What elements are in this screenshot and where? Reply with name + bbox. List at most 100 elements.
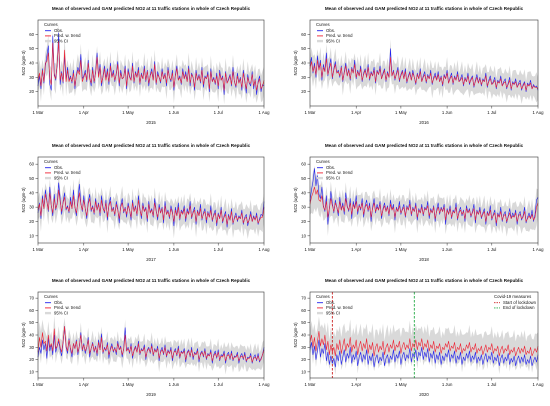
y-tick-label: 40 [301,333,306,338]
legend-entry: 95% CI [326,38,340,43]
y-tick-label: 60 [29,32,34,37]
pred-series-line [37,41,265,91]
legend-entry: Obs. [326,300,335,305]
x-tick-label: 1 Jul [487,247,496,252]
legend-title: Curves [44,22,58,27]
x-tick-label: 1 Jun [442,382,453,387]
chart-title: Mean of observed and GAM predicted NO2 a… [52,6,251,11]
chart-panel-2015: Mean of observed and GAM predicted NO2 a… [21,6,270,125]
x-tick-label: 1 Mar [33,247,45,252]
ci-band [38,172,264,239]
chart-title: Mean of observed and GAM predicted NO2 a… [52,143,251,148]
x-axis-label: 2016 [419,120,429,125]
legend-entry: Pred. w. trend [326,170,353,175]
y-tick-label: 10 [301,369,306,374]
y-tick-label: 20 [301,357,306,362]
x-tick-label: 1 May [122,382,135,387]
y-tick-label: 30 [301,205,306,210]
y-axis-label: NO2 (ugm-3) [293,50,298,76]
chart-panel-2020: Mean of observed and GAM predicted NO2 a… [293,278,544,397]
legend-title: Curves [316,22,330,27]
legend-entry: Obs. [54,165,63,170]
y-tick-label: 50 [301,46,306,51]
y-tick-label: 10 [301,233,306,238]
y-axis-label: NO2 (ugm-3) [293,187,298,213]
x-tick-label: 1 Jul [487,382,496,387]
chart-title: Mean of observed and GAM predicted NO2 a… [52,278,251,283]
y-tick-label: 60 [29,308,34,313]
x-tick-label: 1 Aug [259,247,271,252]
y-tick-label: 50 [301,176,306,181]
x-tick-label: 1 Jun [442,110,453,115]
y-axis-label: NO2 (ugm-3) [21,322,26,348]
x-tick-label: 1 May [122,110,135,115]
y-tick-label: 60 [301,32,306,37]
chart-title: Mean of observed and GAM predicted NO2 a… [325,143,524,148]
x-tick-label: 1 Aug [533,247,545,252]
y-tick-label: 60 [29,162,34,167]
legend2-title: Covid-19 measures [494,294,531,299]
chart-panel-2016: Mean of observed and GAM predicted NO2 a… [293,6,544,125]
obs-series-line [309,339,539,368]
y-tick-label: 20 [301,89,306,94]
chart-title: Mean of observed and GAM predicted NO2 a… [325,6,524,11]
legend-entry: 95% CI [54,38,68,43]
y-axis-label: NO2 (ugm-3) [21,187,26,213]
x-tick-label: 1 Mar [305,110,317,115]
legend-entry: Pred. w. trend [54,305,81,310]
plot-frame [37,156,265,244]
x-tick-label: 1 May [395,110,408,115]
x-tick-label: 1 Aug [259,382,271,387]
legend-entry: Obs. [54,28,63,33]
legend-entry: Obs. [54,300,63,305]
pred-series-line [309,331,539,357]
x-axis-label: 2015 [146,120,156,125]
chart-panel-2018: Mean of observed and GAM predicted NO2 a… [293,143,544,262]
y-tick-label: 10 [29,233,34,238]
x-tick-label: 1 Mar [305,247,317,252]
legend-entry: Pred. w. trend [54,33,81,38]
x-tick-label: 1 May [122,247,135,252]
legend-title: Curves [316,159,330,164]
y-tick-label: 70 [29,296,34,301]
pred-series-line [37,189,265,225]
plot-frame [309,156,539,244]
ci-band [38,315,264,375]
pred-series-line [37,326,265,363]
y-tick-label: 50 [301,320,306,325]
x-tick-label: 1 Aug [533,382,545,387]
x-tick-label: 1 Apr [351,247,362,252]
x-tick-label: 1 Apr [79,110,90,115]
y-tick-label: 30 [301,345,306,350]
y-tick-label: 40 [301,61,306,66]
pred-series-line [309,186,539,224]
chart-panel-2019: Mean of observed and GAM predicted NO2 a… [21,278,270,397]
ci-band [38,23,264,105]
ci-band [310,165,538,237]
y-tick-label: 20 [29,89,34,94]
x-tick-label: 1 Mar [33,110,45,115]
y-axis-label: NO2 (ugm-3) [293,322,298,348]
y-tick-label: 30 [29,205,34,210]
y-tick-label: 30 [29,345,34,350]
x-tick-label: 1 Aug [259,110,271,115]
x-tick-label: 1 Aug [533,110,545,115]
y-tick-label: 70 [301,296,306,301]
x-tick-label: 1 Jul [214,110,223,115]
y-tick-label: 50 [29,176,34,181]
x-tick-label: 1 May [395,382,408,387]
x-tick-label: 1 Jun [442,247,453,252]
y-tick-label: 20 [29,219,34,224]
legend-entry: Obs. [326,28,335,33]
chart-title: Mean of observed and GAM predicted NO2 a… [325,278,524,283]
x-tick-label: 1 Mar [305,382,317,387]
legend-entry: 95% CI [54,175,68,180]
y-tick-label: 40 [301,190,306,195]
y-tick-label: 40 [29,333,34,338]
x-tick-label: 1 Jul [214,247,223,252]
legend-title: Curves [316,294,330,299]
y-tick-label: 60 [301,162,306,167]
y-tick-label: 50 [29,320,34,325]
y-tick-label: 40 [29,61,34,66]
